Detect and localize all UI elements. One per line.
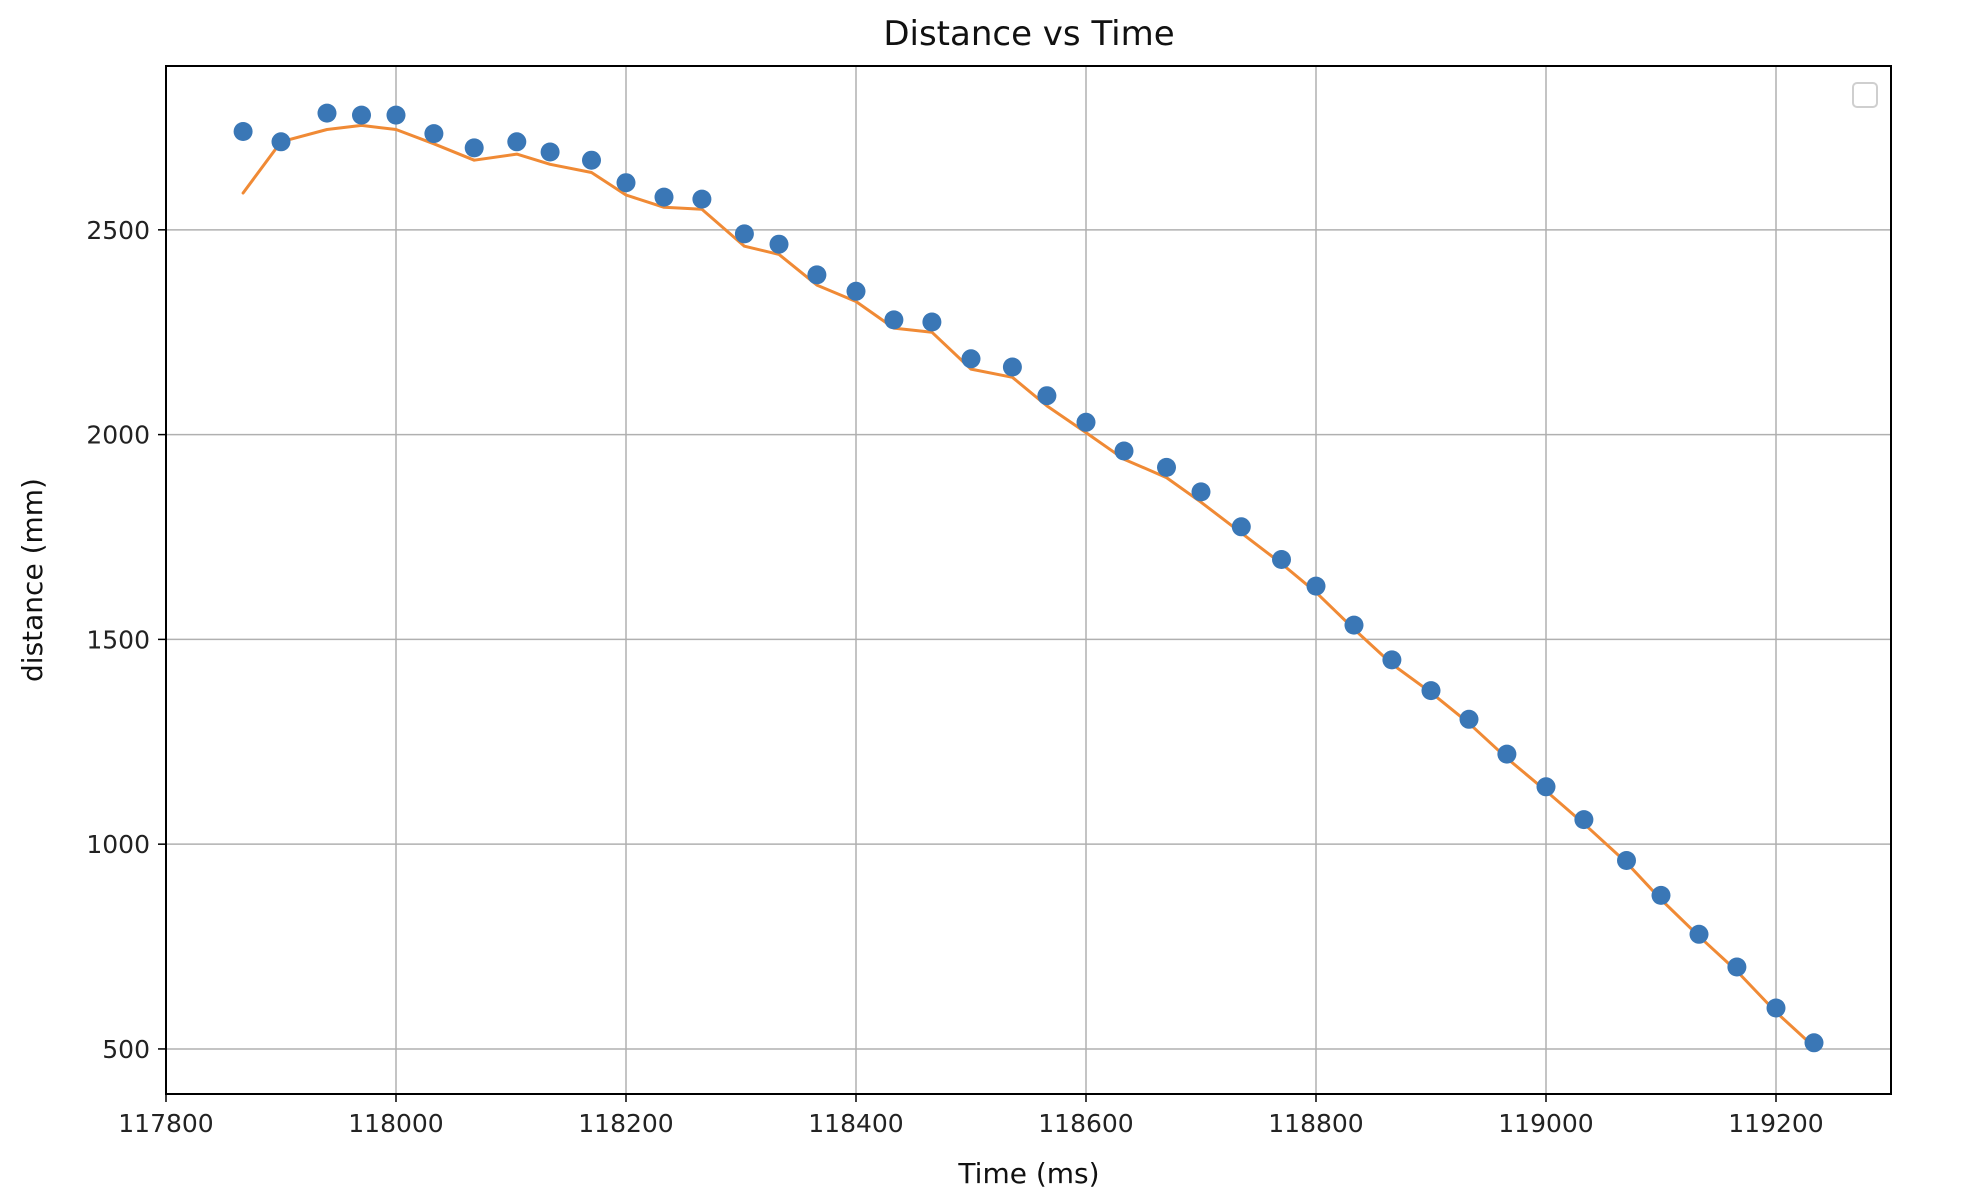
data-point-3	[352, 105, 371, 125]
x-axis-label: Time (ms)	[957, 1157, 1099, 1190]
data-point-0	[233, 122, 253, 141]
data-point-39	[1727, 957, 1747, 977]
data-point-34	[1536, 777, 1556, 797]
x-tick-label-5: 118800	[1268, 1109, 1363, 1138]
y-axis-label: distance (mm)	[16, 478, 49, 682]
measured-points-series	[233, 103, 1824, 1053]
plot-frame	[165, 65, 1892, 1095]
y-tick-label-4: 2500	[86, 216, 150, 245]
data-point-30	[1382, 650, 1402, 670]
data-point-8	[540, 142, 560, 162]
data-point-36	[1617, 851, 1636, 870]
data-point-33	[1497, 744, 1517, 764]
data-point-11	[654, 187, 674, 207]
data-point-12	[692, 189, 712, 209]
data-point-5	[424, 124, 444, 144]
data-point-27	[1272, 550, 1291, 569]
data-point-23	[1114, 441, 1134, 461]
x-tick-label-1: 118000	[348, 1109, 443, 1138]
data-point-19	[961, 349, 981, 369]
x-axis-ticks: 117800 118000 118200 118400 118600 118800 1190…	[118, 1094, 1824, 1138]
data-point-29	[1344, 615, 1364, 635]
fitted-line-series	[241, 123, 1816, 1049]
data-point-24	[1157, 457, 1176, 477]
data-point-16	[846, 281, 866, 301]
data-point-4	[386, 105, 406, 125]
data-point-31	[1421, 681, 1441, 701]
data-point-18	[922, 312, 942, 332]
data-point-10	[616, 173, 636, 193]
y-axis-ticks: 500 1000 1500 2000 2500	[86, 216, 166, 1064]
data-point-41	[1804, 1033, 1824, 1053]
data-point-14	[769, 234, 789, 254]
y-tick-label-0: 500	[102, 1035, 150, 1064]
x-tick-label-2: 118200	[578, 1109, 673, 1138]
data-point-26	[1231, 517, 1251, 537]
data-point-9	[582, 150, 601, 170]
data-point-17	[884, 310, 904, 330]
data-point-1	[271, 132, 291, 152]
data-point-38	[1689, 924, 1709, 944]
data-point-20	[1002, 357, 1022, 377]
data-point-32	[1459, 709, 1479, 729]
y-tick-label-2: 1500	[86, 625, 150, 654]
data-point-7	[507, 132, 527, 152]
legend-box[interactable]	[1852, 82, 1878, 108]
data-point-37	[1651, 885, 1671, 905]
data-point-6	[464, 138, 484, 158]
data-point-28	[1306, 576, 1326, 596]
data-point-2	[317, 103, 337, 123]
data-point-15	[807, 265, 827, 285]
fitted-line-0	[241, 123, 1816, 1049]
y-tick-label-3: 2000	[86, 421, 150, 450]
data-point-40	[1766, 998, 1786, 1018]
chart-title: Distance vs Time	[883, 14, 1174, 54]
data-point-35	[1574, 810, 1594, 830]
y-tick-label-1: 1000	[86, 830, 150, 859]
x-tick-label-3: 118400	[808, 1109, 903, 1138]
x-tick-label-0: 117800	[118, 1109, 213, 1138]
x-tick-label-4: 118600	[1038, 1109, 1133, 1138]
data-point-22	[1076, 412, 1096, 432]
data-point-13	[734, 224, 754, 244]
x-tick-label-7: 119200	[1728, 1109, 1823, 1138]
data-point-25	[1191, 482, 1211, 502]
data-point-21	[1037, 386, 1057, 406]
x-tick-label-6: 119000	[1498, 1109, 1593, 1138]
